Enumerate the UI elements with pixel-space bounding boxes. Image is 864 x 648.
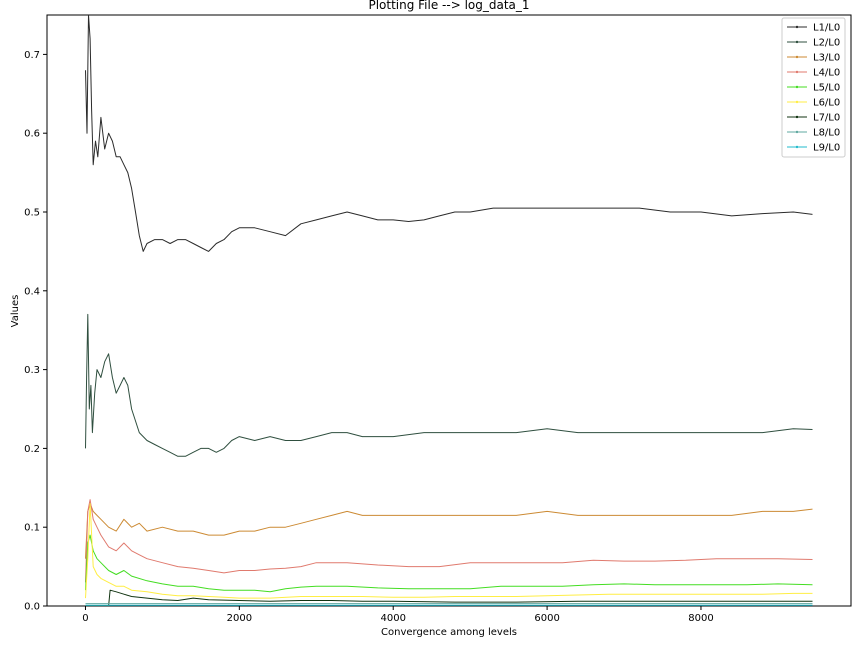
legend-marker (795, 115, 799, 119)
legend-items: L1/L0 L2/L0 L3/L0 L4/L0 L5/L0 L6/L0 L7/L0 L8/L0… (787, 23, 840, 154)
legend: L1/L0 L2/L0 L3/L0 L4/L0 L5/L0 L6/L0 L7/L0 L8/L0… (781, 17, 846, 158)
series-line-l1-l0 (85, 15, 813, 252)
legend-marker (795, 130, 799, 134)
y-axis: 0.0 0.1 0.2 0.3 0.4 0.5 0.6 0.7 (24, 50, 47, 613)
legend-marker (795, 55, 799, 59)
series-line-l4-l0 (85, 499, 813, 583)
y-tick-label: 0.4 (24, 286, 40, 297)
y-tick-label: 0.7 (24, 50, 40, 61)
y-tick-label: 0.0 (24, 602, 40, 613)
x-axis: 0 2000 4000 6000 8000 (82, 606, 714, 624)
legend-marker (795, 70, 799, 74)
plot-area (46, 14, 852, 607)
legend-label: L5/L0 (813, 83, 840, 94)
x-tick-label: 0 (82, 613, 88, 624)
legend-box (781, 17, 846, 158)
legend-marker (795, 25, 799, 29)
series-line-l5-l0 (85, 534, 813, 593)
legend-marker (795, 40, 799, 44)
plot-frame (46, 14, 852, 607)
legend-label: L8/L0 (813, 128, 840, 139)
legend-label: L1/L0 (813, 23, 840, 34)
legend-marker (795, 100, 799, 104)
x-axis-label: Convergence among levels (381, 627, 517, 638)
legend-marker (795, 145, 799, 149)
legend-label: L7/L0 (813, 113, 840, 124)
series-line-l2-l0 (85, 313, 813, 457)
y-tick-label: 0.3 (24, 365, 40, 376)
legend-label: L4/L0 (813, 68, 840, 79)
series-line-l7-l0 (85, 589, 813, 606)
y-tick-label: 0.5 (24, 208, 40, 219)
y-tick-label: 0.6 (24, 129, 40, 140)
series-layer (85, 15, 813, 606)
x-tick-label: 8000 (688, 613, 713, 624)
legend-label: L2/L0 (813, 38, 840, 49)
chart-title: Plotting File --> log_data_1 (368, 0, 529, 12)
x-tick-label: 6000 (534, 613, 559, 624)
y-tick-label: 0.2 (24, 444, 40, 455)
series-line-l3-l0 (85, 503, 813, 559)
series-line-l6-l0 (85, 503, 813, 599)
x-tick-label: 4000 (380, 613, 405, 624)
legend-label: L9/L0 (813, 143, 840, 154)
legend-label: L6/L0 (813, 98, 840, 109)
legend-label: L3/L0 (813, 53, 840, 64)
y-axis-label: Values (10, 295, 21, 328)
legend-marker (795, 85, 799, 89)
x-tick-label: 2000 (227, 613, 252, 624)
y-tick-label: 0.1 (24, 523, 40, 534)
